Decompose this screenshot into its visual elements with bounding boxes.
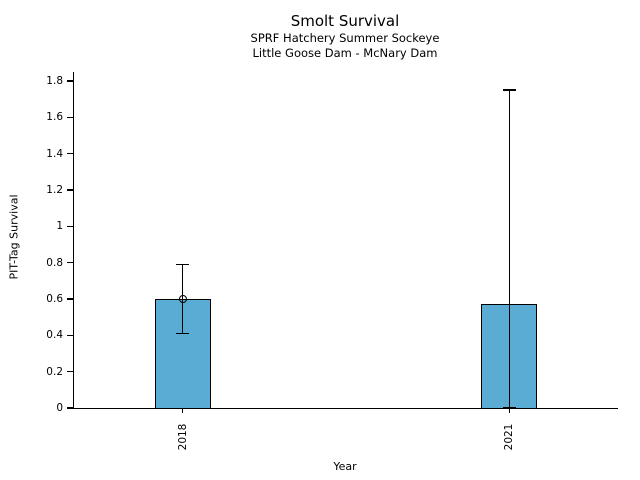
y-axis-tick [67,189,74,191]
y-axis-label: PIT-Tag Survival [7,194,21,280]
y-axis-tick [67,334,74,336]
y-axis-tick-label: 0.8 [46,256,63,269]
y-axis-tick-label: 0.2 [46,365,63,378]
y-axis-tick-label: 1.8 [46,75,63,88]
y-axis-tick [67,225,74,228]
error-bar-cap-high-2021 [502,89,516,91]
y-axis-tick-label: 0.6 [46,293,63,306]
x-axis-tick-label-2018: 2018 [176,423,189,451]
y-axis-tick [67,407,74,409]
error-bar-cap-high-2018 [176,263,190,266]
point-marker-2018 [178,295,187,304]
y-axis-tick-label: 1.2 [46,184,63,197]
y-axis-tick-label: 1.4 [46,147,63,160]
x-axis-tick [182,408,184,413]
error-bar-line-2021 [508,90,510,408]
y-axis-tick-label: 0.4 [46,329,63,342]
x-axis-label: Year [333,460,357,473]
chart-subtitle-line1: SPRF Hatchery Summer Sockeye [250,31,440,45]
y-axis-tick [67,371,74,373]
y-axis-tick-label: 1 [56,220,63,233]
y-axis-tick-label: 1.6 [46,111,63,124]
chart-subtitle-line2: Little Goose Dam - McNary Dam [252,46,438,60]
y-axis-tick [67,298,74,300]
y-axis-tick [67,153,74,155]
y-axis-tick-label: 0 [56,402,63,414]
error-bar-cap-low-2021 [502,407,516,409]
chart-title: Smolt Survival [290,12,400,30]
plot-area: 0 0.2 0.4 0.6 0.8 1 1.2 1.4 1.6 1.8 2018 2021 [46,72,618,450]
y-axis-tick [67,80,74,82]
x-axis-tick-label-2021: 2021 [503,423,516,451]
error-bar-cap-low-2018 [176,332,190,335]
x-axis-tick [508,408,510,413]
y-axis-tick [67,262,74,264]
y-axis-tick [67,116,74,119]
